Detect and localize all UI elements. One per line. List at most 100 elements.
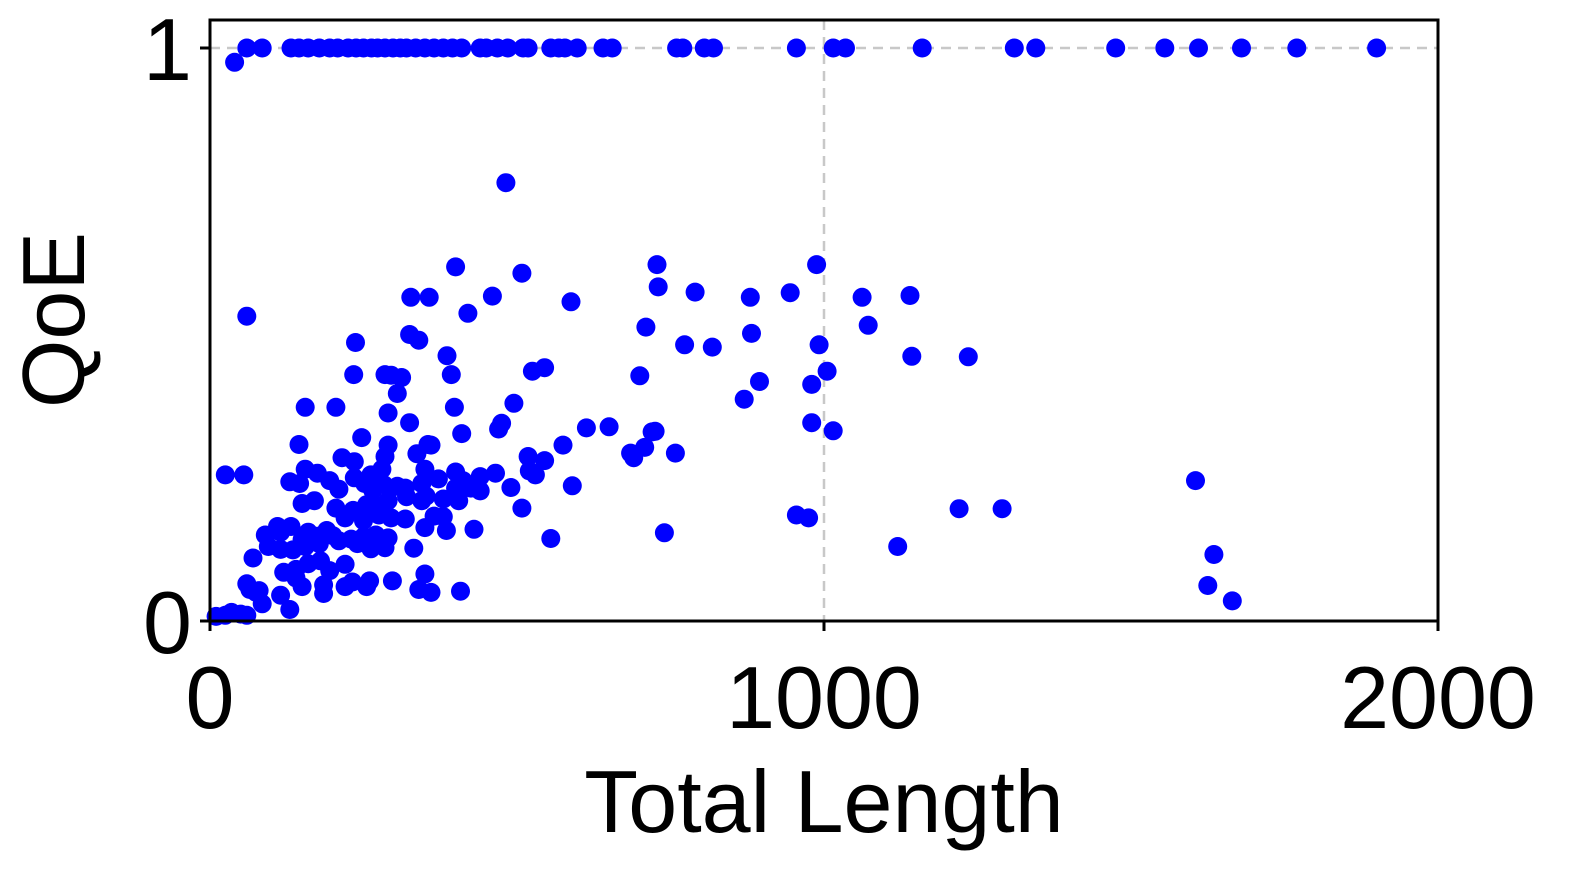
data-point	[786, 38, 806, 58]
data-point	[415, 459, 435, 479]
data-point	[225, 52, 245, 72]
data-point	[1287, 38, 1307, 58]
data-point	[535, 451, 555, 471]
axis-ticks: 0 1000 2000 0 1	[143, 0, 1536, 747]
data-point	[858, 315, 878, 335]
data-point	[675, 335, 695, 355]
data-point	[734, 389, 754, 409]
data-point	[1155, 38, 1175, 58]
data-point	[344, 365, 364, 385]
data-point	[271, 522, 291, 542]
data-point	[320, 561, 340, 581]
data-point	[504, 393, 524, 413]
data-point	[295, 397, 315, 417]
data-point	[335, 577, 355, 597]
data-point	[415, 518, 435, 538]
data-point	[958, 347, 978, 367]
data-point	[817, 361, 837, 381]
data-point	[352, 428, 372, 448]
data-point	[449, 491, 469, 511]
y-tick-label: 1	[143, 0, 192, 99]
data-point	[415, 564, 435, 584]
data-point	[436, 521, 456, 540]
data-point	[522, 361, 542, 381]
data-point	[252, 38, 272, 58]
data-point	[1026, 38, 1046, 58]
data-point	[704, 38, 723, 58]
data-point	[401, 287, 421, 307]
data-point	[421, 435, 441, 455]
data-point	[400, 413, 420, 433]
data-point	[553, 435, 573, 455]
data-point	[428, 469, 448, 489]
data-point	[498, 38, 518, 58]
data-point	[518, 38, 538, 58]
data-point	[329, 479, 349, 499]
data-point	[464, 519, 484, 539]
data-point	[452, 424, 472, 444]
data-point	[361, 539, 381, 559]
data-point	[421, 582, 441, 602]
data-point	[482, 286, 502, 306]
data-point	[404, 538, 424, 558]
data-point	[392, 368, 412, 387]
data-point	[215, 465, 235, 485]
data-point	[444, 397, 464, 417]
data-point	[378, 403, 398, 423]
data-point	[295, 537, 315, 556]
data-point	[799, 508, 819, 528]
data-point	[409, 330, 429, 350]
data-point	[237, 306, 257, 326]
data-point	[292, 577, 312, 597]
data-point	[309, 534, 329, 554]
data-point	[433, 489, 453, 509]
data-point	[630, 366, 650, 386]
data-point	[290, 474, 310, 493]
data-point	[304, 491, 324, 511]
data-point	[329, 531, 349, 551]
data-point	[599, 417, 619, 437]
data-point	[346, 333, 365, 352]
data-point	[561, 292, 581, 312]
data-point	[452, 38, 472, 58]
data-point	[416, 486, 436, 506]
data-point	[742, 323, 761, 343]
data-point	[949, 499, 969, 519]
data-point	[647, 255, 667, 275]
data-point	[852, 287, 872, 307]
data-point	[567, 38, 587, 58]
data-point	[512, 263, 532, 283]
data-point	[1004, 38, 1024, 58]
data-point	[562, 476, 582, 496]
data-point	[740, 287, 760, 307]
data-point	[1189, 38, 1208, 58]
data-point	[518, 447, 538, 466]
data-point	[397, 487, 416, 507]
data-point	[360, 571, 380, 591]
data-point	[654, 523, 674, 543]
data-point	[496, 173, 516, 193]
data-point	[280, 600, 300, 619]
data-point	[470, 481, 490, 501]
data-point	[1186, 471, 1205, 491]
data-point	[1367, 38, 1387, 58]
data-point	[512, 498, 532, 518]
data-point	[314, 584, 334, 603]
data-point	[673, 38, 693, 58]
data-point	[685, 282, 705, 302]
data-point	[492, 413, 512, 433]
data-point	[802, 413, 822, 433]
data-point	[602, 38, 622, 58]
data-point	[381, 508, 401, 528]
x-axis-label: Total Length	[584, 752, 1064, 851]
data-point	[441, 365, 461, 385]
data-point	[372, 459, 392, 479]
data-point	[1106, 38, 1126, 58]
x-tick-label: 2000	[1340, 648, 1536, 747]
data-point	[902, 346, 922, 366]
data-point	[1232, 38, 1251, 58]
data-point	[624, 448, 644, 468]
data-points	[206, 38, 1387, 626]
data-point	[1222, 591, 1242, 611]
